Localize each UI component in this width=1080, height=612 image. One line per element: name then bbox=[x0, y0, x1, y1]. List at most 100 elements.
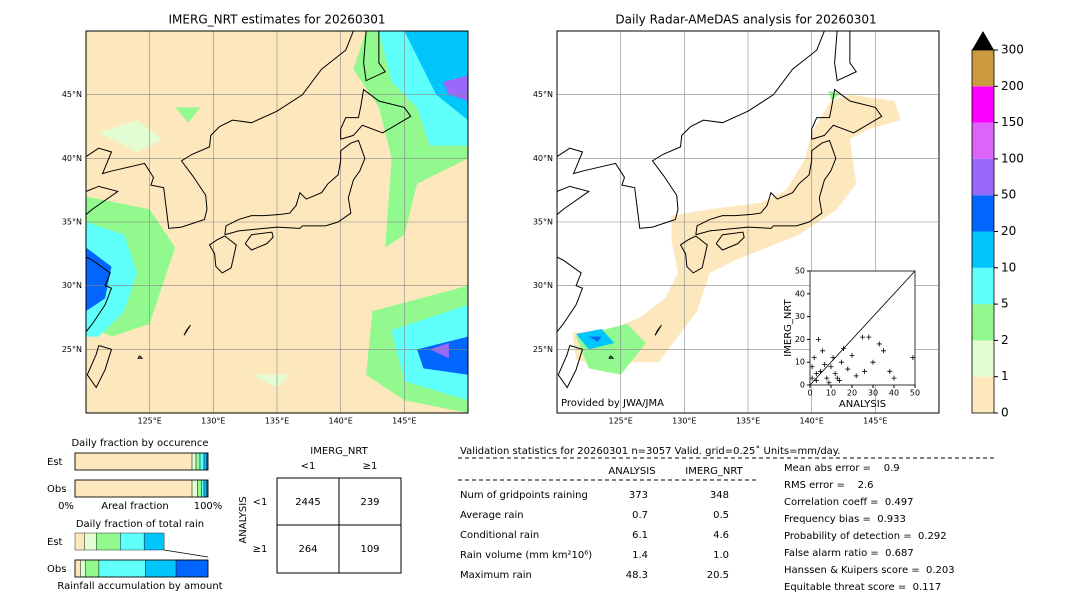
rain-area bbox=[251, 374, 290, 388]
ct-row-label: ≥1 bbox=[253, 544, 268, 555]
fraction-segment bbox=[96, 532, 121, 551]
scatter-point bbox=[809, 364, 815, 370]
coastline bbox=[137, 355, 144, 359]
colorbar-label: 5 bbox=[1001, 297, 1009, 311]
score-line: False alarm ratio = 0.687 bbox=[784, 548, 914, 559]
y-tick-label: 50 bbox=[795, 267, 805, 276]
colorbar-label: 2 bbox=[1001, 333, 1009, 347]
rain-area bbox=[429, 342, 449, 359]
val-cell: 0.7 bbox=[632, 510, 648, 521]
x-tick-label: 10 bbox=[826, 389, 836, 398]
val-cell: 373 bbox=[629, 490, 648, 501]
colorbar-segment bbox=[972, 122, 994, 159]
scatter-point bbox=[910, 355, 916, 361]
score-line: Frequency bias = 0.933 bbox=[784, 514, 906, 525]
fraction-segment bbox=[80, 559, 86, 578]
score-line: Equitable threat score = 0.117 bbox=[784, 582, 941, 593]
val-cell: 1.4 bbox=[632, 550, 648, 561]
lat-tick-label: 30°N bbox=[62, 281, 82, 290]
coastline bbox=[183, 324, 191, 336]
rain-area bbox=[86, 222, 137, 337]
coastline bbox=[679, 235, 708, 274]
coastline bbox=[811, 88, 883, 140]
scatter-point bbox=[824, 375, 830, 381]
map bbox=[86, 31, 468, 413]
scatter-point bbox=[849, 352, 855, 358]
scatter-point bbox=[841, 346, 847, 352]
map bbox=[557, 31, 938, 413]
val-col-head: IMERG_NRT bbox=[685, 466, 743, 477]
scatter-point bbox=[834, 375, 840, 381]
coastline bbox=[557, 185, 591, 216]
x-tick-label: 0 bbox=[807, 389, 812, 398]
axis-right: 100% bbox=[194, 501, 223, 512]
y-tick-label: 40 bbox=[795, 289, 805, 298]
ct-cell: 2445 bbox=[295, 497, 320, 508]
bar-frame bbox=[74, 452, 209, 471]
scatter-point bbox=[839, 359, 844, 365]
val-cell: 20.5 bbox=[707, 570, 729, 581]
score-line: Correlation coeff = 0.497 bbox=[784, 497, 914, 508]
scatter-point bbox=[813, 377, 819, 383]
coastline bbox=[557, 345, 584, 389]
scatter-point bbox=[876, 341, 882, 347]
fraction-segment bbox=[98, 559, 146, 578]
colorbar-label: 0 bbox=[1001, 406, 1009, 420]
fraction-segment bbox=[120, 532, 145, 551]
lon-tick-label: 140°E bbox=[329, 417, 353, 426]
fraction-segment bbox=[145, 559, 177, 578]
colorbar-label: 200 bbox=[1001, 79, 1024, 93]
coastline bbox=[834, 31, 857, 82]
fraction-segment bbox=[143, 532, 165, 551]
scatter-point bbox=[887, 368, 893, 374]
rain-area bbox=[417, 336, 468, 375]
lat-tick-label: 25°N bbox=[62, 345, 82, 354]
coastline bbox=[608, 355, 615, 359]
validation-header: Validation statistics for 20260301 n=305… bbox=[460, 445, 840, 457]
lon-tick-label: 130°E bbox=[672, 417, 696, 426]
coastline bbox=[224, 139, 366, 236]
scatter-point bbox=[830, 355, 836, 361]
colorbar-segment bbox=[972, 231, 994, 268]
credit: Provided by JWA/JMA bbox=[561, 398, 664, 409]
scatter-point bbox=[818, 368, 823, 374]
coastline bbox=[557, 256, 584, 333]
lon-tick-label: 125°E bbox=[609, 417, 633, 426]
scatter-point bbox=[853, 373, 859, 379]
score-line: RMS error = 2.6 bbox=[784, 480, 874, 491]
y-tick-label: 10 bbox=[795, 358, 805, 367]
colorbar-label: 10 bbox=[1001, 260, 1016, 274]
fraction-segment bbox=[191, 452, 197, 471]
axis-left: 0% bbox=[58, 501, 74, 512]
scatter-point bbox=[811, 355, 817, 361]
ct-cell: 239 bbox=[360, 497, 379, 508]
val-row-label: Maximum rain bbox=[460, 570, 532, 581]
occurrence-title: Daily fraction by occurence bbox=[71, 438, 208, 449]
val-cell: 4.6 bbox=[713, 530, 729, 541]
map-frame bbox=[556, 30, 940, 414]
y-tick-label: 30 bbox=[795, 312, 805, 321]
colorbar-segment bbox=[972, 195, 994, 232]
coastline bbox=[695, 139, 837, 236]
left-map-title: IMERG_NRT estimates for 20260301 bbox=[169, 13, 386, 27]
coastline bbox=[86, 185, 120, 216]
scatter-point bbox=[860, 334, 865, 340]
ct-col-title: IMERG_NRT bbox=[310, 446, 368, 457]
colorbar-label: 100 bbox=[1001, 151, 1024, 165]
lon-tick-label: 140°E bbox=[800, 417, 824, 426]
fraction-segment bbox=[84, 532, 97, 551]
colorbar-segment bbox=[972, 50, 994, 87]
scatter-point bbox=[891, 375, 897, 381]
scatter-point bbox=[870, 359, 876, 365]
ct-col-label: <1 bbox=[301, 461, 316, 472]
val-row-label: Conditional rain bbox=[460, 530, 539, 541]
right-map-title: Daily Radar-AMeDAS analysis for 20260301 bbox=[615, 13, 876, 27]
colorbar-label: 50 bbox=[1001, 188, 1016, 202]
coastline bbox=[340, 88, 412, 140]
rain-title: Daily fraction of total rain bbox=[76, 519, 204, 530]
lon-tick-label: 145°E bbox=[392, 417, 416, 426]
rain-area bbox=[98, 120, 163, 152]
fraction-segment bbox=[201, 479, 205, 498]
coastline bbox=[557, 31, 825, 229]
